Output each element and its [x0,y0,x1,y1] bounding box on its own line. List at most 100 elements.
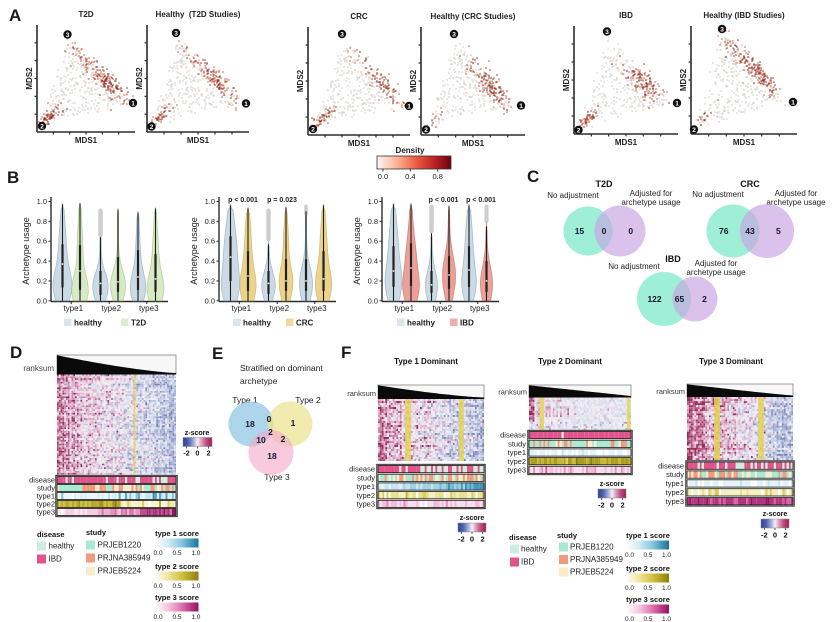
svg-text:0.2: 0.2 [368,276,378,285]
svg-text:Archetype usage: Archetype usage [21,217,31,285]
svg-text:0.5: 0.5 [172,614,181,621]
svg-text:disease: disease [658,461,684,470]
svg-text:type 3 score: type 3 score [626,595,670,604]
svg-text:0.4: 0.4 [368,257,378,266]
svg-text:type2: type2 [508,457,526,466]
svg-text:No adjustment: No adjustment [692,190,744,199]
svg-text:CRC: CRC [740,179,760,189]
svg-text:Adjusted for: Adjusted for [775,189,818,198]
svg-text:0.6: 0.6 [205,237,215,246]
svg-text:0.6: 0.6 [37,237,47,246]
svg-text:2: 2 [702,294,707,304]
svg-text:type3: type3 [357,500,375,509]
svg-text:type1: type1 [394,304,414,313]
svg-text:type2: type2 [101,304,121,313]
svg-text:2: 2 [281,434,286,444]
svg-text:-2: -2 [183,451,189,458]
svg-text:0.5: 0.5 [172,583,181,590]
svg-text:-2: -2 [761,531,768,540]
svg-text:type2: type2 [432,304,452,313]
svg-text:1: 1 [791,99,795,106]
svg-text:PRJEB1220: PRJEB1220 [98,541,142,550]
svg-text:Type 1 Dominant: Type 1 Dominant [394,357,458,366]
svg-text:PRJEB1220: PRJEB1220 [570,543,614,552]
svg-text:type1: type1 [37,492,55,501]
svg-text:archetype usage: archetype usage [686,268,746,277]
svg-text:0.0: 0.0 [625,616,634,622]
svg-text:2: 2 [784,531,788,540]
svg-text:1: 1 [131,100,135,107]
svg-text:Density: Density [396,146,425,155]
svg-text:MDS2: MDS2 [409,69,418,92]
svg-text:MDS2: MDS2 [679,68,688,91]
svg-text:0: 0 [196,451,200,458]
svg-text:0: 0 [773,531,777,540]
svg-text:F: F [341,343,351,362]
svg-text:study: study [37,484,55,493]
svg-text:0.4: 0.4 [37,257,47,266]
svg-text:0: 0 [470,535,474,544]
svg-text:-2: -2 [458,535,465,544]
svg-text:3: 3 [452,31,456,38]
svg-text:type1: type1 [357,482,375,491]
svg-text:PRJEB5224: PRJEB5224 [98,567,142,576]
svg-text:0.5: 0.5 [172,550,181,557]
svg-text:ranksum: ranksum [656,387,685,396]
svg-text:IBD: IBD [665,254,681,264]
svg-text:0: 0 [602,226,607,236]
svg-text:ranksum: ranksum [23,364,54,373]
svg-text:MDS1: MDS1 [733,138,756,147]
svg-text:type2: type2 [269,304,289,313]
svg-text:0.5: 0.5 [643,616,652,622]
svg-text:type 1 score: type 1 score [155,529,199,538]
svg-text:0.0: 0.0 [625,585,634,592]
svg-text:Type 3: Type 3 [264,472,290,482]
svg-text:0.6: 0.6 [368,237,378,246]
svg-text:MDS2: MDS2 [135,67,144,90]
svg-text:CRC: CRC [350,12,368,21]
svg-text:65: 65 [675,294,685,304]
svg-text:MDS2: MDS2 [296,69,305,92]
svg-text:PRJNA385949: PRJNA385949 [98,554,151,563]
svg-text:type2: type2 [666,488,684,497]
svg-text:type2: type2 [37,500,55,509]
svg-text:1.0: 1.0 [191,614,200,621]
svg-text:No adjustment: No adjustment [608,262,660,271]
svg-text:2: 2 [150,124,154,131]
svg-text:type1: type1 [231,304,251,313]
svg-text:2: 2 [207,451,211,458]
svg-text:healthy: healthy [49,542,75,551]
svg-text:T2D: T2D [78,10,93,19]
svg-text:MDS1: MDS1 [348,139,371,148]
svg-text:IBD: IBD [619,11,633,20]
svg-text:0: 0 [267,414,272,424]
svg-text:0.0: 0.0 [368,296,378,305]
svg-text:disease: disease [500,431,526,440]
svg-text:0.0: 0.0 [37,296,47,305]
svg-text:Type 2 Dominant: Type 2 Dominant [538,357,602,366]
svg-text:MDS2: MDS2 [25,67,34,90]
svg-text:1: 1 [244,101,248,108]
svg-text:0.8: 0.8 [205,217,215,226]
svg-text:0.8: 0.8 [368,217,378,226]
svg-text:15: 15 [575,226,585,236]
svg-text:0.2: 0.2 [205,276,215,285]
svg-text:0.0: 0.0 [378,172,388,181]
svg-text:1.0: 1.0 [37,197,47,206]
svg-text:2: 2 [481,535,485,544]
svg-text:CRC: CRC [296,319,314,328]
svg-text:3: 3 [340,31,344,38]
svg-text:ranksum: ranksum [498,388,527,397]
svg-text:study: study [86,528,107,537]
svg-text:study: study [357,473,375,482]
svg-text:T2D: T2D [595,179,613,189]
svg-text:0: 0 [628,226,633,236]
svg-text:3: 3 [605,29,609,36]
svg-text:Adjusted for: Adjusted for [695,259,738,268]
svg-text:IBD: IBD [521,558,535,567]
svg-text:Archetype usage: Archetype usage [352,217,362,285]
svg-text:1.0: 1.0 [191,583,200,590]
svg-text:3: 3 [720,26,724,33]
svg-text:0.0: 0.0 [205,296,215,305]
svg-text:z-score: z-score [763,511,788,518]
